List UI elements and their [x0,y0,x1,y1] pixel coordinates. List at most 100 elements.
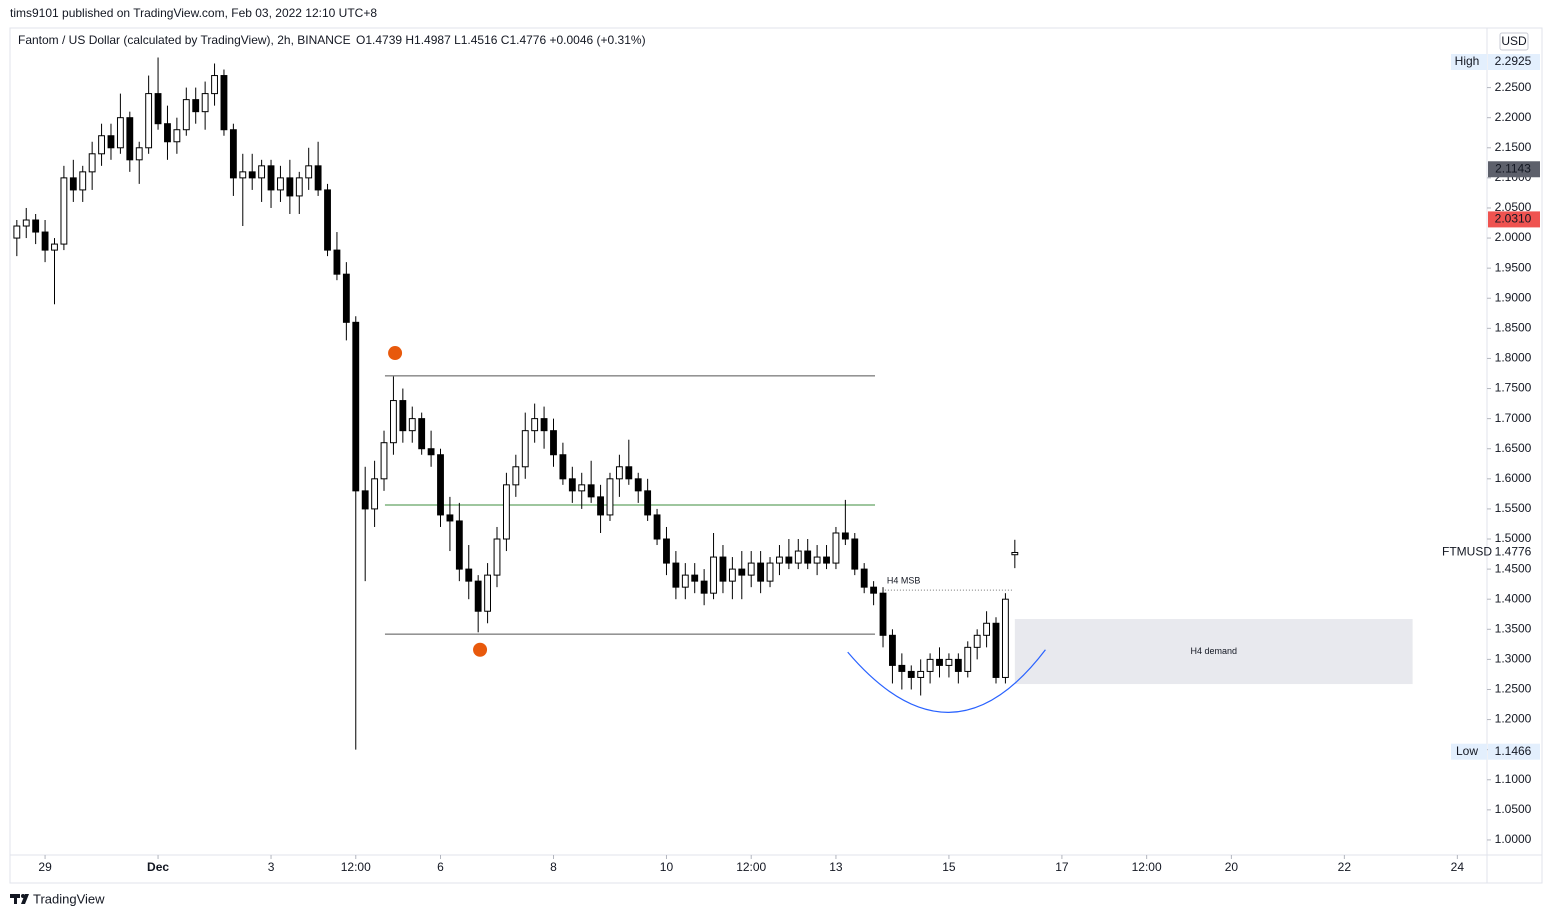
frame [9,27,1543,884]
y-tick-label: 2.0500 [1495,200,1532,214]
candle-body [427,448,435,456]
x-tick-label: 10 [660,860,674,874]
candle-body [277,177,284,191]
x-tick-label: 13 [829,860,843,874]
candle-body [757,562,765,582]
y-tick-label: 1.6500 [1495,441,1532,455]
candle-body [267,165,275,191]
candle-body [173,129,181,143]
candle-body [681,574,689,588]
x-tick-label: Dec [147,860,169,874]
candle-body [851,538,859,570]
demand-label: H4 demand [1190,646,1237,656]
candle-body [945,658,953,666]
candle-body [314,165,322,191]
candle-body [69,177,77,191]
marker [388,346,403,361]
candle-body [502,484,510,540]
candle-body [13,225,21,239]
candle-body [220,75,228,131]
currency-button[interactable] [1499,32,1529,51]
candle-body [691,574,699,582]
candle-body [484,574,492,612]
price-tag-box [1488,211,1540,228]
y-tick-label: 1.9000 [1495,290,1532,304]
candle-body [51,243,58,251]
currency[interactable]: USD [1501,34,1527,48]
candle-body [644,490,652,516]
y-tick-label: 2.0000 [1495,230,1532,244]
msb-label: H4 MSB [887,576,921,586]
candle-body [728,568,736,582]
candle-body [653,514,661,540]
candle-body [879,592,887,636]
candle-body [455,520,463,570]
y-tick-label: 1.2000 [1495,712,1532,726]
candle-body [597,496,604,516]
candle-body [898,664,906,672]
x-tick-label: 12:00 [1132,860,1162,874]
x-tick-label: 6 [437,860,444,874]
candle-body [41,231,49,251]
candle-body [408,418,416,432]
price-tag-value: 1.4776 [1495,545,1532,559]
x-tick-label: 20 [1225,860,1239,874]
candle-body [295,177,303,197]
candle-body [465,568,473,582]
price-tag-box [1488,54,1540,71]
x-tick-label: 12:00 [736,860,766,874]
candle-body [521,430,529,468]
footer-brand: TradingView [33,891,105,906]
candle-body [493,538,501,576]
candle-body [766,562,774,582]
candle-body [182,99,190,131]
candle-body [88,153,96,173]
y-tick-label: 1.3000 [1495,652,1532,666]
candle-body [889,634,896,666]
candle-body [239,171,247,179]
curve [847,649,1046,713]
price-tag-box [1488,743,1540,760]
y-tick-label: 1.3500 [1495,621,1532,635]
candle-body [333,249,341,275]
demand-zone [1014,619,1413,685]
chart-title: Fantom / US Dollar (calculated by Tradin… [18,33,351,47]
y-tick-label: 1.5500 [1495,501,1532,515]
price-tag-name-box [1451,54,1487,71]
candle-body [32,219,40,233]
candle-body [286,177,294,197]
y-tick-label: 2.1500 [1495,140,1532,154]
x-tick-label: 8 [550,860,557,874]
candle-body [540,418,548,432]
candle-body [437,454,444,516]
candle-body [615,466,623,480]
candle-body [135,147,143,161]
candle-body [625,466,633,480]
y-tick-label: 1.7000 [1495,411,1532,425]
x-tick-label: 3 [268,860,275,874]
y-tick-label: 1.0500 [1495,802,1532,816]
candle-body [305,165,313,179]
candle-body [164,123,171,143]
candle-body [823,556,830,564]
candle-body [446,514,454,522]
candle-body [211,75,218,95]
y-tick-label: 1.0000 [1495,832,1532,846]
candle-body [663,538,670,564]
candle-body [700,580,708,594]
candle-body [399,400,407,432]
candle-body [474,580,482,612]
candle-body [192,99,200,113]
candle-body [371,478,379,510]
candle-body [832,532,840,564]
x-tick-label: 22 [1338,860,1352,874]
x-tick-label: 15 [942,860,956,874]
candle-body [380,442,388,480]
candle-body [747,562,755,576]
y-tick-label: 2.2000 [1495,110,1532,124]
price-tag-name: Low [1456,744,1478,758]
candle-body [719,556,727,582]
candle-body [587,484,595,498]
candle-body [1011,551,1019,556]
